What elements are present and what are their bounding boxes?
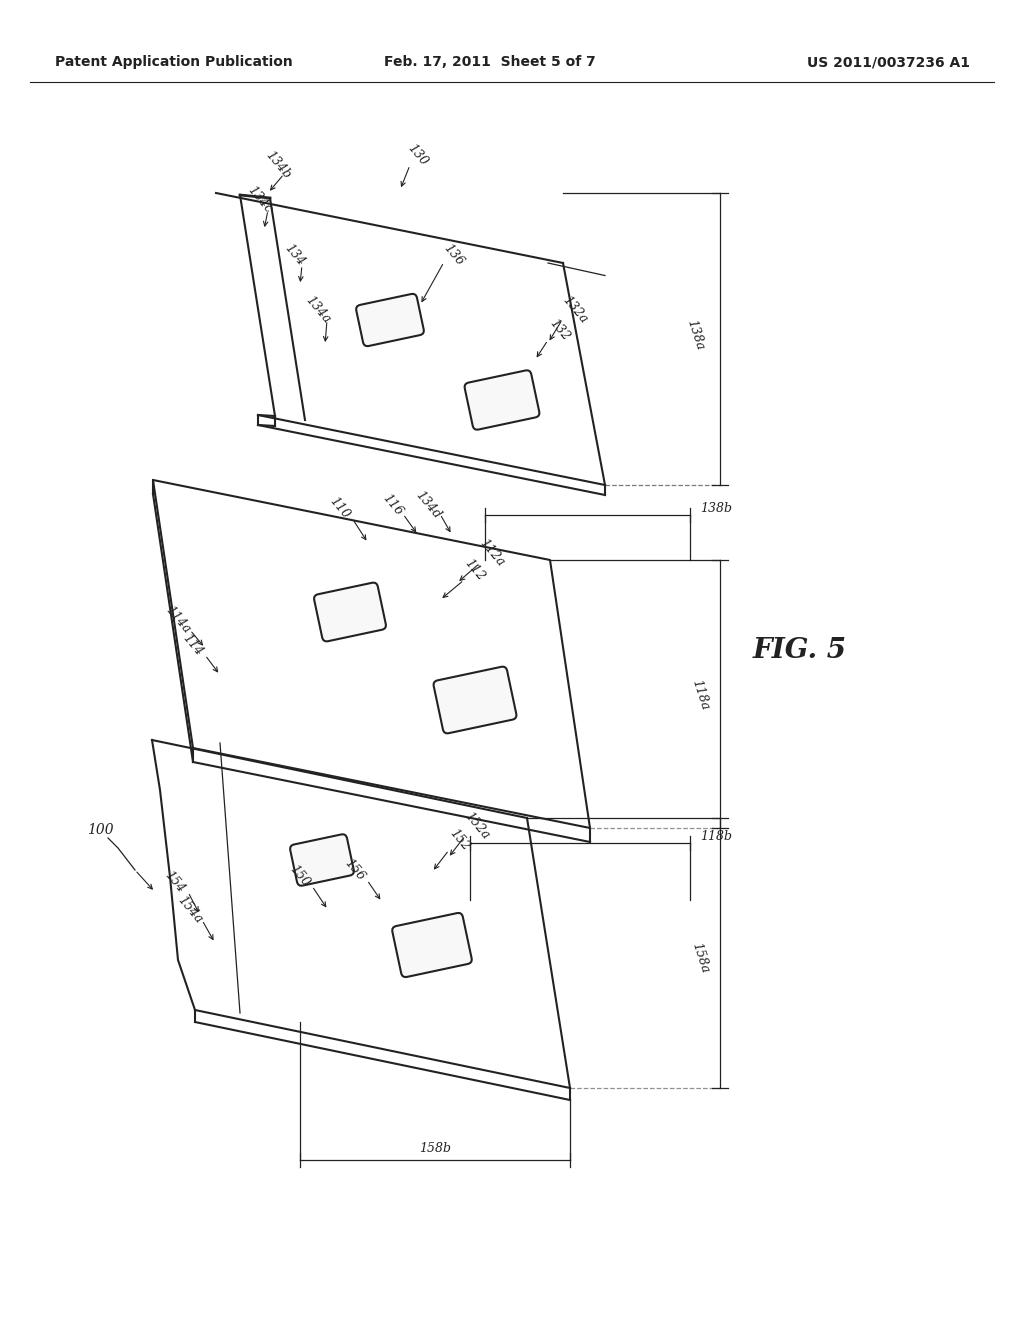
Text: 118b: 118b	[700, 829, 732, 842]
Text: FIG. 5: FIG. 5	[753, 636, 847, 664]
Text: 100: 100	[87, 822, 114, 837]
Text: 130: 130	[406, 141, 431, 169]
Text: 118a: 118a	[689, 678, 711, 711]
Text: 136: 136	[441, 242, 467, 268]
Text: 150: 150	[288, 863, 312, 890]
Text: 138a: 138a	[684, 318, 707, 352]
Text: 114a: 114a	[163, 603, 194, 636]
Text: 154: 154	[163, 869, 187, 895]
Text: 158a: 158a	[689, 941, 711, 975]
Text: Patent Application Publication: Patent Application Publication	[55, 55, 293, 69]
Text: 134d: 134d	[413, 488, 443, 521]
Text: 156: 156	[342, 857, 368, 883]
Text: 132: 132	[547, 317, 572, 343]
Text: 134c: 134c	[245, 183, 274, 216]
Text: 152: 152	[447, 826, 473, 853]
Text: 134a: 134a	[303, 294, 333, 326]
Text: 110: 110	[328, 495, 352, 521]
FancyBboxPatch shape	[356, 294, 424, 346]
Text: 134b: 134b	[263, 149, 293, 181]
Text: 158b: 158b	[419, 1142, 451, 1155]
Text: Feb. 17, 2011  Sheet 5 of 7: Feb. 17, 2011 Sheet 5 of 7	[384, 55, 596, 69]
Text: 138b: 138b	[700, 502, 732, 515]
Text: 114: 114	[180, 632, 206, 659]
Text: US 2011/0037236 A1: US 2011/0037236 A1	[807, 55, 970, 69]
Text: 154a: 154a	[175, 894, 205, 927]
Text: 112: 112	[462, 557, 487, 583]
Text: 116: 116	[380, 491, 406, 519]
Text: 132a: 132a	[560, 294, 590, 326]
Text: 112a: 112a	[477, 537, 507, 569]
Text: 134: 134	[283, 242, 307, 268]
FancyBboxPatch shape	[314, 582, 386, 642]
FancyBboxPatch shape	[433, 667, 516, 734]
Text: 152a: 152a	[462, 809, 493, 842]
FancyBboxPatch shape	[290, 834, 354, 886]
FancyBboxPatch shape	[392, 913, 472, 977]
FancyBboxPatch shape	[465, 371, 540, 430]
